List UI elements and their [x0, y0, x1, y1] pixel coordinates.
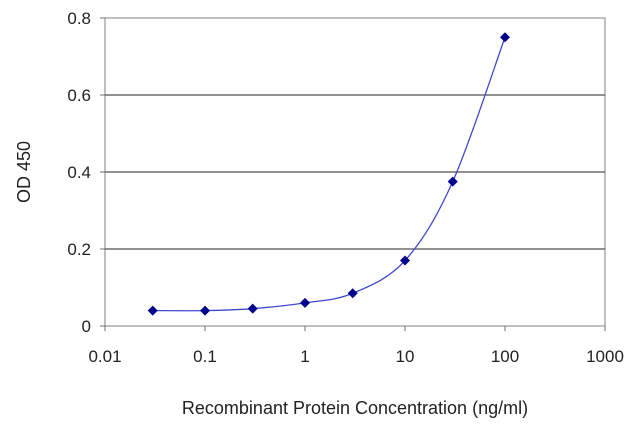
data-markers [147, 32, 510, 316]
x-tick-label: 100 [491, 347, 519, 366]
y-tick-label: 0.6 [67, 86, 91, 105]
y-tick-label: 0.8 [67, 9, 91, 28]
x-axis-ticks: 0.01 0.1 1 10 100 1000 [88, 326, 624, 366]
y-axis-title: OD 450 [14, 141, 34, 203]
x-tick-label: 1 [300, 347, 309, 366]
y-tick-label: 0.2 [67, 240, 91, 259]
x-tick-label: 0.01 [88, 347, 121, 366]
y-tick-label: 0 [82, 317, 91, 336]
data-point [447, 176, 458, 187]
y-axis-ticks: 0 0.2 0.4 0.6 0.8 [67, 9, 105, 336]
x-tick-label: 1000 [586, 347, 624, 366]
x-tick-label: 10 [396, 347, 415, 366]
y-tick-label: 0.4 [67, 163, 91, 182]
data-point [300, 297, 310, 308]
gridlines [105, 94, 605, 250]
data-point [247, 303, 258, 314]
data-point [500, 32, 510, 43]
data-point [400, 255, 410, 266]
data-point [347, 288, 358, 299]
data-point [200, 305, 210, 316]
x-tick-label: 0.1 [193, 347, 217, 366]
x-axis-title: Recombinant Protein Concentration (ng/ml… [182, 398, 528, 418]
data-point [147, 305, 158, 316]
